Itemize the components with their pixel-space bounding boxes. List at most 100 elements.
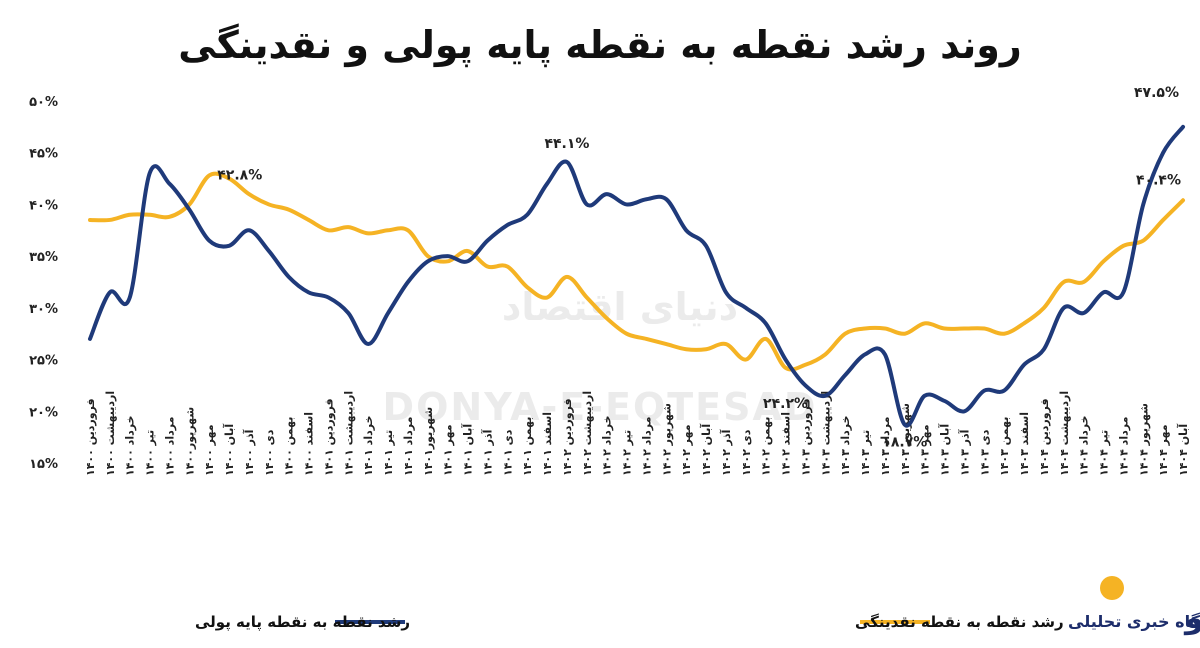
data-point — [843, 373, 847, 377]
data-point — [505, 264, 509, 268]
data-point — [326, 228, 330, 232]
data-point — [1181, 125, 1185, 129]
data-point — [565, 160, 569, 164]
legend-label-monetary-base: رشد نقطه به نقطه پایه پولی — [195, 613, 410, 632]
data-point — [625, 202, 629, 206]
data-point — [1062, 306, 1066, 310]
data-point — [227, 244, 231, 248]
series-layer — [88, 124, 1185, 428]
data-point — [88, 337, 92, 341]
data-point — [923, 321, 927, 325]
data-point — [545, 296, 549, 300]
data-point — [803, 363, 807, 367]
data-point — [366, 231, 370, 235]
data-point — [466, 259, 470, 263]
x-tick-label: خرداد ۱۴۰۴ — [1078, 415, 1091, 476]
data-point — [505, 223, 509, 227]
x-tick-label: خرداد ۱۴۰۲ — [601, 415, 614, 476]
data-point — [187, 208, 191, 212]
data-point — [585, 202, 589, 206]
data-point — [744, 306, 748, 310]
data-point — [565, 275, 569, 279]
data-point — [128, 296, 132, 300]
brand-tagline: پایگاه خبری تحلیلی — [1068, 612, 1200, 632]
legend-label-money-supply: رشد نقطه به نقطه نقدینگی — [855, 613, 1064, 631]
data-point — [366, 342, 370, 346]
x-tick-label: آبان ۱۴۰۲ — [699, 424, 713, 476]
data-point — [525, 285, 529, 289]
data-point — [883, 327, 887, 331]
x-tick-label: آذر ۱۴۰۰ — [242, 429, 256, 476]
data-point — [346, 225, 350, 229]
data-point — [764, 321, 768, 325]
x-tick-label: مهر ۱۴۰۱ — [442, 424, 455, 476]
data-point — [247, 192, 251, 196]
data-point — [1022, 321, 1026, 325]
data-point — [923, 394, 927, 398]
watermark-text: DONYA-E-EQTESAD — [383, 385, 818, 429]
x-tick-label: آبان ۱۴۰۳ — [938, 424, 952, 476]
x-tick-label: شهریور۱۴۰۱ — [422, 407, 435, 476]
data-point — [625, 332, 629, 336]
x-tick-label: اردیبهشت ۱۴۰۴ — [1058, 391, 1071, 476]
data-point — [247, 228, 251, 232]
x-tick-label: تیر ۱۴۰۳ — [859, 430, 872, 476]
data-point — [108, 218, 112, 222]
data-point — [1161, 218, 1165, 222]
x-tick-label: خرداد ۱۴۰۳ — [839, 415, 852, 476]
data-point — [326, 296, 330, 300]
data-point — [664, 197, 668, 201]
x-tick-label: تیر ۱۴۰۰ — [144, 430, 157, 476]
data-point — [1062, 280, 1066, 284]
x-tick-label: خرداد ۱۴۰۱ — [362, 415, 375, 476]
series-monetary-base — [88, 124, 1185, 428]
data-point — [943, 327, 947, 331]
data-point — [704, 244, 708, 248]
data-point — [903, 423, 907, 427]
x-tick-label: اردیبهشت ۱۴۰۲ — [581, 391, 594, 476]
data-point — [784, 358, 788, 362]
data-point — [346, 311, 350, 315]
data-point — [1181, 198, 1185, 202]
data-point — [724, 290, 728, 294]
x-tick-label: آبان ۱۴۰۱ — [461, 424, 475, 476]
legend: رشد نقطه به نقطه نقدینگی رشد نقطه به نقط… — [195, 613, 1064, 632]
x-tick-label: مهر ۱۴۰۳ — [919, 424, 932, 476]
watermark: دنیای اقتصاد DONYA-E-EQTESAD — [383, 285, 818, 429]
data-point — [1082, 280, 1086, 284]
x-tick-label: اسفند ۱۴۰۱ — [541, 412, 554, 476]
x-tick-label: فروردین ۱۴۰۱ — [322, 398, 335, 476]
y-tick-label: ۲۰% — [29, 405, 58, 420]
x-tick-label: شهریور ۱۴۰۲ — [660, 403, 673, 476]
data-point — [1042, 347, 1046, 351]
x-tick-label: دی ۱۴۰۳ — [978, 429, 991, 476]
data-point — [605, 192, 609, 196]
data-point — [1141, 202, 1145, 206]
data-point — [605, 316, 609, 320]
data-point — [1102, 259, 1106, 263]
x-tick-label: مهر ۱۴۰۰ — [203, 424, 216, 476]
chart-title: روند رشد نقطه به نقطه پایه پولی و نقدینگ… — [178, 23, 1022, 68]
data-point — [1121, 244, 1125, 248]
data-point — [406, 280, 410, 284]
x-tick-label: شهریور۱۴۰۰ — [183, 407, 196, 476]
data-point — [1121, 290, 1125, 294]
x-tick-label: اسفند ۱۴۰۰ — [303, 412, 316, 476]
data-point — [406, 228, 410, 232]
data-point — [525, 213, 529, 217]
data-point — [227, 177, 231, 181]
x-tick-label: دی ۱۴۰۱ — [501, 429, 514, 476]
data-label: ۴۲.۸% — [217, 167, 262, 183]
data-point — [1042, 306, 1046, 310]
data-point — [128, 213, 132, 217]
data-point — [88, 218, 92, 222]
data-point — [167, 215, 171, 219]
y-tick-label: ۳۰% — [29, 302, 58, 317]
data-point — [307, 218, 311, 222]
x-tick-label: آذر ۱۴۰۳ — [957, 429, 971, 476]
x-tick-label: تیر ۱۴۰۱ — [382, 430, 395, 476]
data-point — [426, 259, 430, 263]
x-tick-label: مهر ۱۴۰۴ — [1157, 424, 1170, 476]
data-point — [207, 173, 211, 177]
y-tick-label: ۴۵% — [29, 147, 58, 162]
